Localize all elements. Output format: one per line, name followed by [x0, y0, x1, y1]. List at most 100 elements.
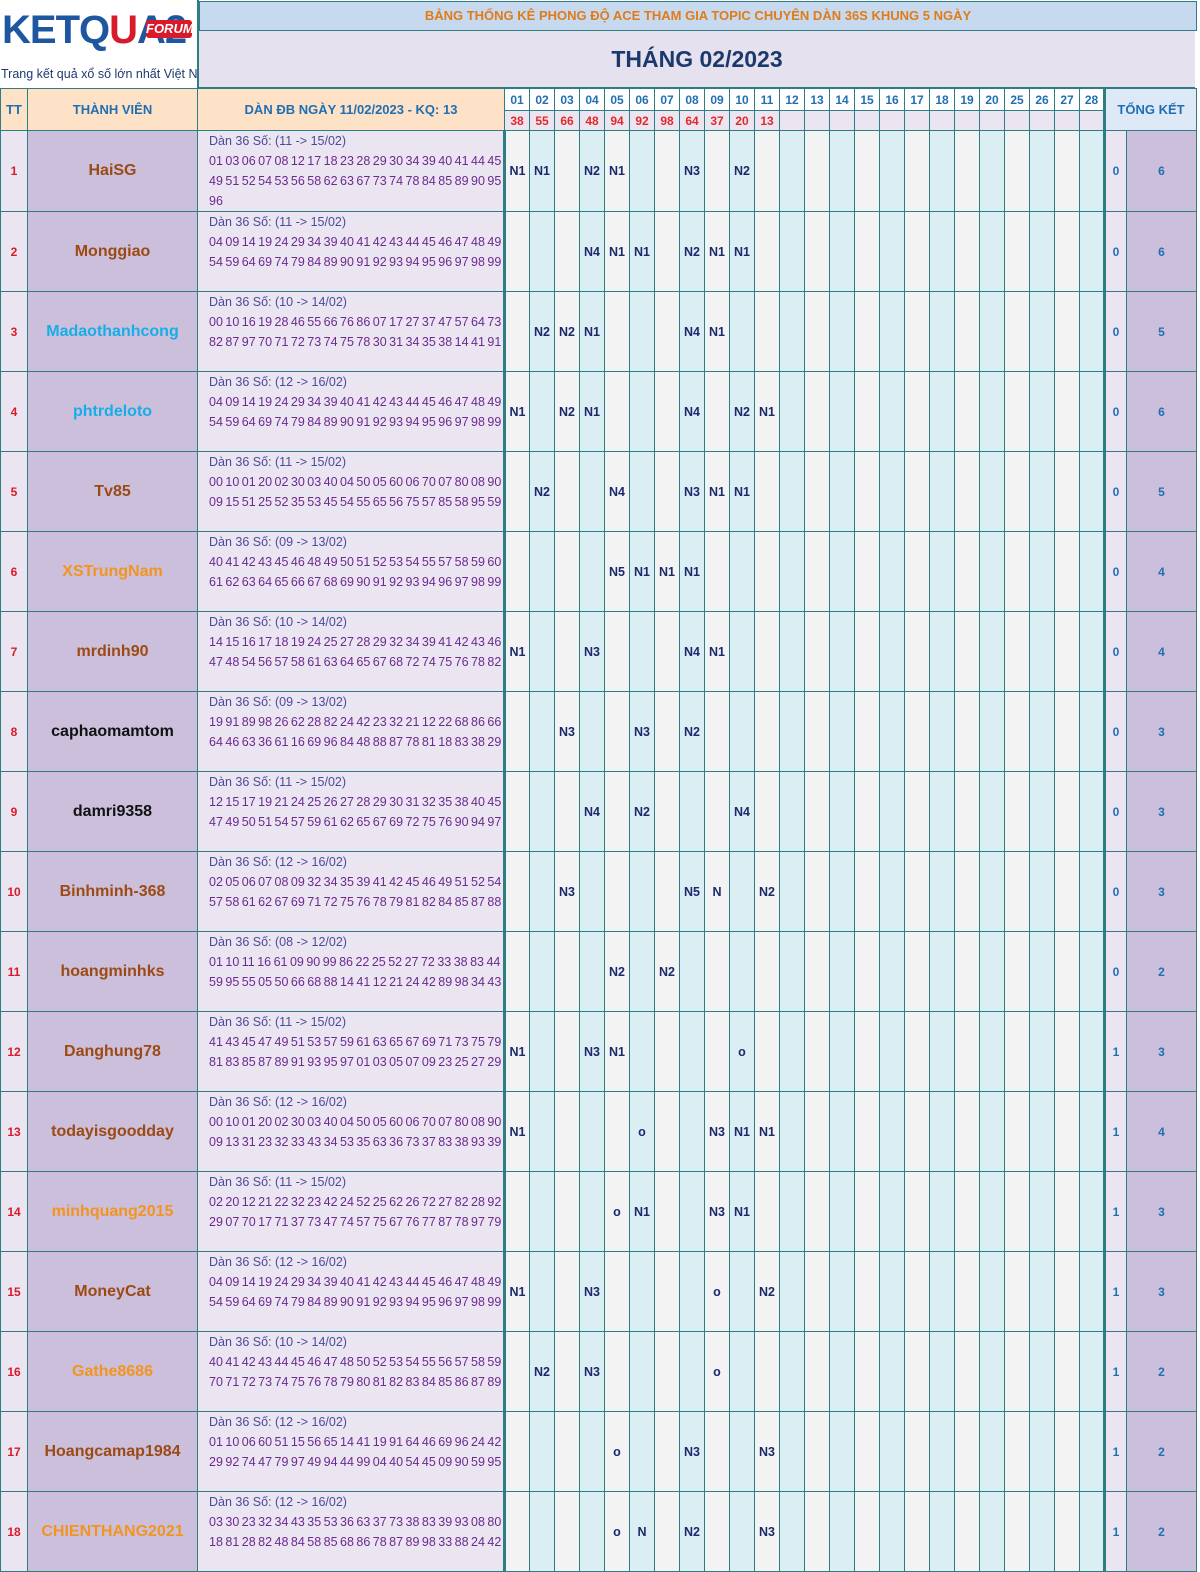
member-name[interactable]: phtrdeloto [27, 371, 198, 452]
day-mark [1054, 611, 1080, 692]
member-name[interactable]: CHIENTHANG2021 [27, 1491, 198, 1572]
day-header[interactable]: 07 [654, 88, 680, 111]
member-name[interactable]: Gathe8686 [27, 1331, 198, 1412]
day-mark: N4 [729, 771, 755, 852]
day-header[interactable]: 20 [979, 88, 1005, 111]
day-mark [904, 611, 930, 692]
member-name[interactable]: Binhminh-368 [27, 851, 198, 932]
day-header[interactable]: 15 [854, 88, 880, 111]
day-mark [879, 211, 905, 292]
member-name[interactable]: XSTrungNam [27, 531, 198, 612]
dan-numbers: 00 10 01 20 02 30 03 40 04 50 05 60 06 7… [209, 1115, 502, 1149]
day-mark [579, 451, 605, 532]
dan-label: Dàn 36 Số: (10 -> 14/02) [209, 295, 347, 309]
day-mark [1029, 1331, 1055, 1412]
day-mark [1004, 531, 1030, 612]
day-header[interactable]: 09 [704, 88, 730, 111]
day-header[interactable]: 18 [929, 88, 955, 111]
day-mark: N4 [579, 771, 605, 852]
day-header[interactable]: 06 [629, 88, 655, 111]
day-header[interactable]: 14 [829, 88, 855, 111]
day-mark [779, 211, 805, 292]
day-header[interactable]: 28 [1079, 88, 1105, 111]
total-a: 1 [1103, 1411, 1127, 1492]
day-mark [804, 1011, 830, 1092]
day-mark [554, 1091, 580, 1172]
member-row: 1 HaiSG Dàn 36 Số: (11 -> 15/02) 01 03 06 0… [0, 130, 1198, 212]
total-a: 0 [1103, 771, 1127, 852]
day-header[interactable]: 11 [754, 88, 780, 111]
day-mark [904, 130, 930, 212]
member-name[interactable]: Hoangcamap1984 [27, 1411, 198, 1492]
day-mark: N3 [679, 130, 705, 212]
member-name[interactable]: HaiSG [27, 130, 198, 212]
member-name[interactable]: Tv85 [27, 451, 198, 532]
member-name[interactable]: mrdinh90 [27, 611, 198, 692]
day-mark [779, 1171, 805, 1252]
day-mark [779, 371, 805, 452]
day-mark [1054, 1251, 1080, 1332]
day-mark [829, 451, 855, 532]
day-mark: N1 [629, 531, 655, 612]
member-name[interactable]: Monggiao [27, 211, 198, 292]
day-mark [904, 851, 930, 932]
day-header[interactable]: 01 [504, 88, 530, 111]
day-header[interactable]: 12 [779, 88, 805, 111]
total-b: 5 [1125, 291, 1198, 372]
dan-label: Dàn 36 Số: (12 -> 16/02) [209, 855, 347, 869]
total-a: 1 [1103, 1251, 1127, 1332]
day-mark [704, 1411, 730, 1492]
member-name[interactable]: Madaothanhcong [27, 291, 198, 372]
day-mark [1004, 211, 1030, 292]
day-header[interactable]: 08 [679, 88, 705, 111]
day-header[interactable]: 17 [904, 88, 930, 111]
day-header[interactable]: 19 [954, 88, 980, 111]
day-mark [554, 1411, 580, 1492]
day-mark: N1 [579, 291, 605, 372]
day-mark [529, 1091, 555, 1172]
day-mark: N2 [654, 931, 680, 1012]
day-header[interactable]: 13 [804, 88, 830, 111]
member-name[interactable]: caphaomamtom [27, 691, 198, 772]
day-result [854, 110, 880, 131]
day-mark [1004, 1011, 1030, 1092]
dan-numbers: 40 41 42 43 45 46 48 49 50 51 52 53 54 5… [209, 555, 502, 589]
day-mark [929, 371, 955, 452]
day-mark [629, 931, 655, 1012]
day-mark [879, 291, 905, 372]
day-mark: o [704, 1251, 730, 1332]
day-mark: N4 [604, 451, 630, 532]
day-mark [729, 291, 755, 372]
total-a: 0 [1103, 851, 1127, 932]
day-header[interactable]: 03 [554, 88, 580, 111]
day-mark [754, 291, 780, 372]
day-header[interactable]: 27 [1054, 88, 1080, 111]
day-header[interactable]: 02 [529, 88, 555, 111]
member-name[interactable]: hoangminhks [27, 931, 198, 1012]
day-mark [804, 1411, 830, 1492]
day-header[interactable]: 16 [879, 88, 905, 111]
member-name[interactable]: damri9358 [27, 771, 198, 852]
day-mark: N1 [504, 1091, 530, 1172]
dan-label: Dàn 36 Số: (11 -> 15/02) [209, 775, 347, 789]
member-name[interactable]: todayisgoodday [27, 1091, 198, 1172]
day-mark [779, 691, 805, 772]
day-header[interactable]: 25 [1004, 88, 1030, 111]
day-result: 37 [704, 110, 730, 131]
day-mark [829, 211, 855, 292]
day-mark: N2 [754, 1251, 780, 1332]
day-mark [554, 130, 580, 212]
site-logo[interactable]: KETQUA2 FORUM Trang kết quả xổ số lớn nh… [0, 0, 199, 88]
day-header[interactable]: 05 [604, 88, 630, 111]
day-mark [904, 771, 930, 852]
day-mark [754, 771, 780, 852]
day-header[interactable]: 10 [729, 88, 755, 111]
day-mark [1079, 1171, 1105, 1252]
member-name[interactable]: MoneyCat [27, 1251, 198, 1332]
member-name[interactable]: minhquang2015 [27, 1171, 198, 1252]
header-member[interactable]: THÀNH VIÊN [27, 88, 198, 131]
day-header[interactable]: 04 [579, 88, 605, 111]
member-name[interactable]: Danghung78 [27, 1011, 198, 1092]
day-header[interactable]: 26 [1029, 88, 1055, 111]
